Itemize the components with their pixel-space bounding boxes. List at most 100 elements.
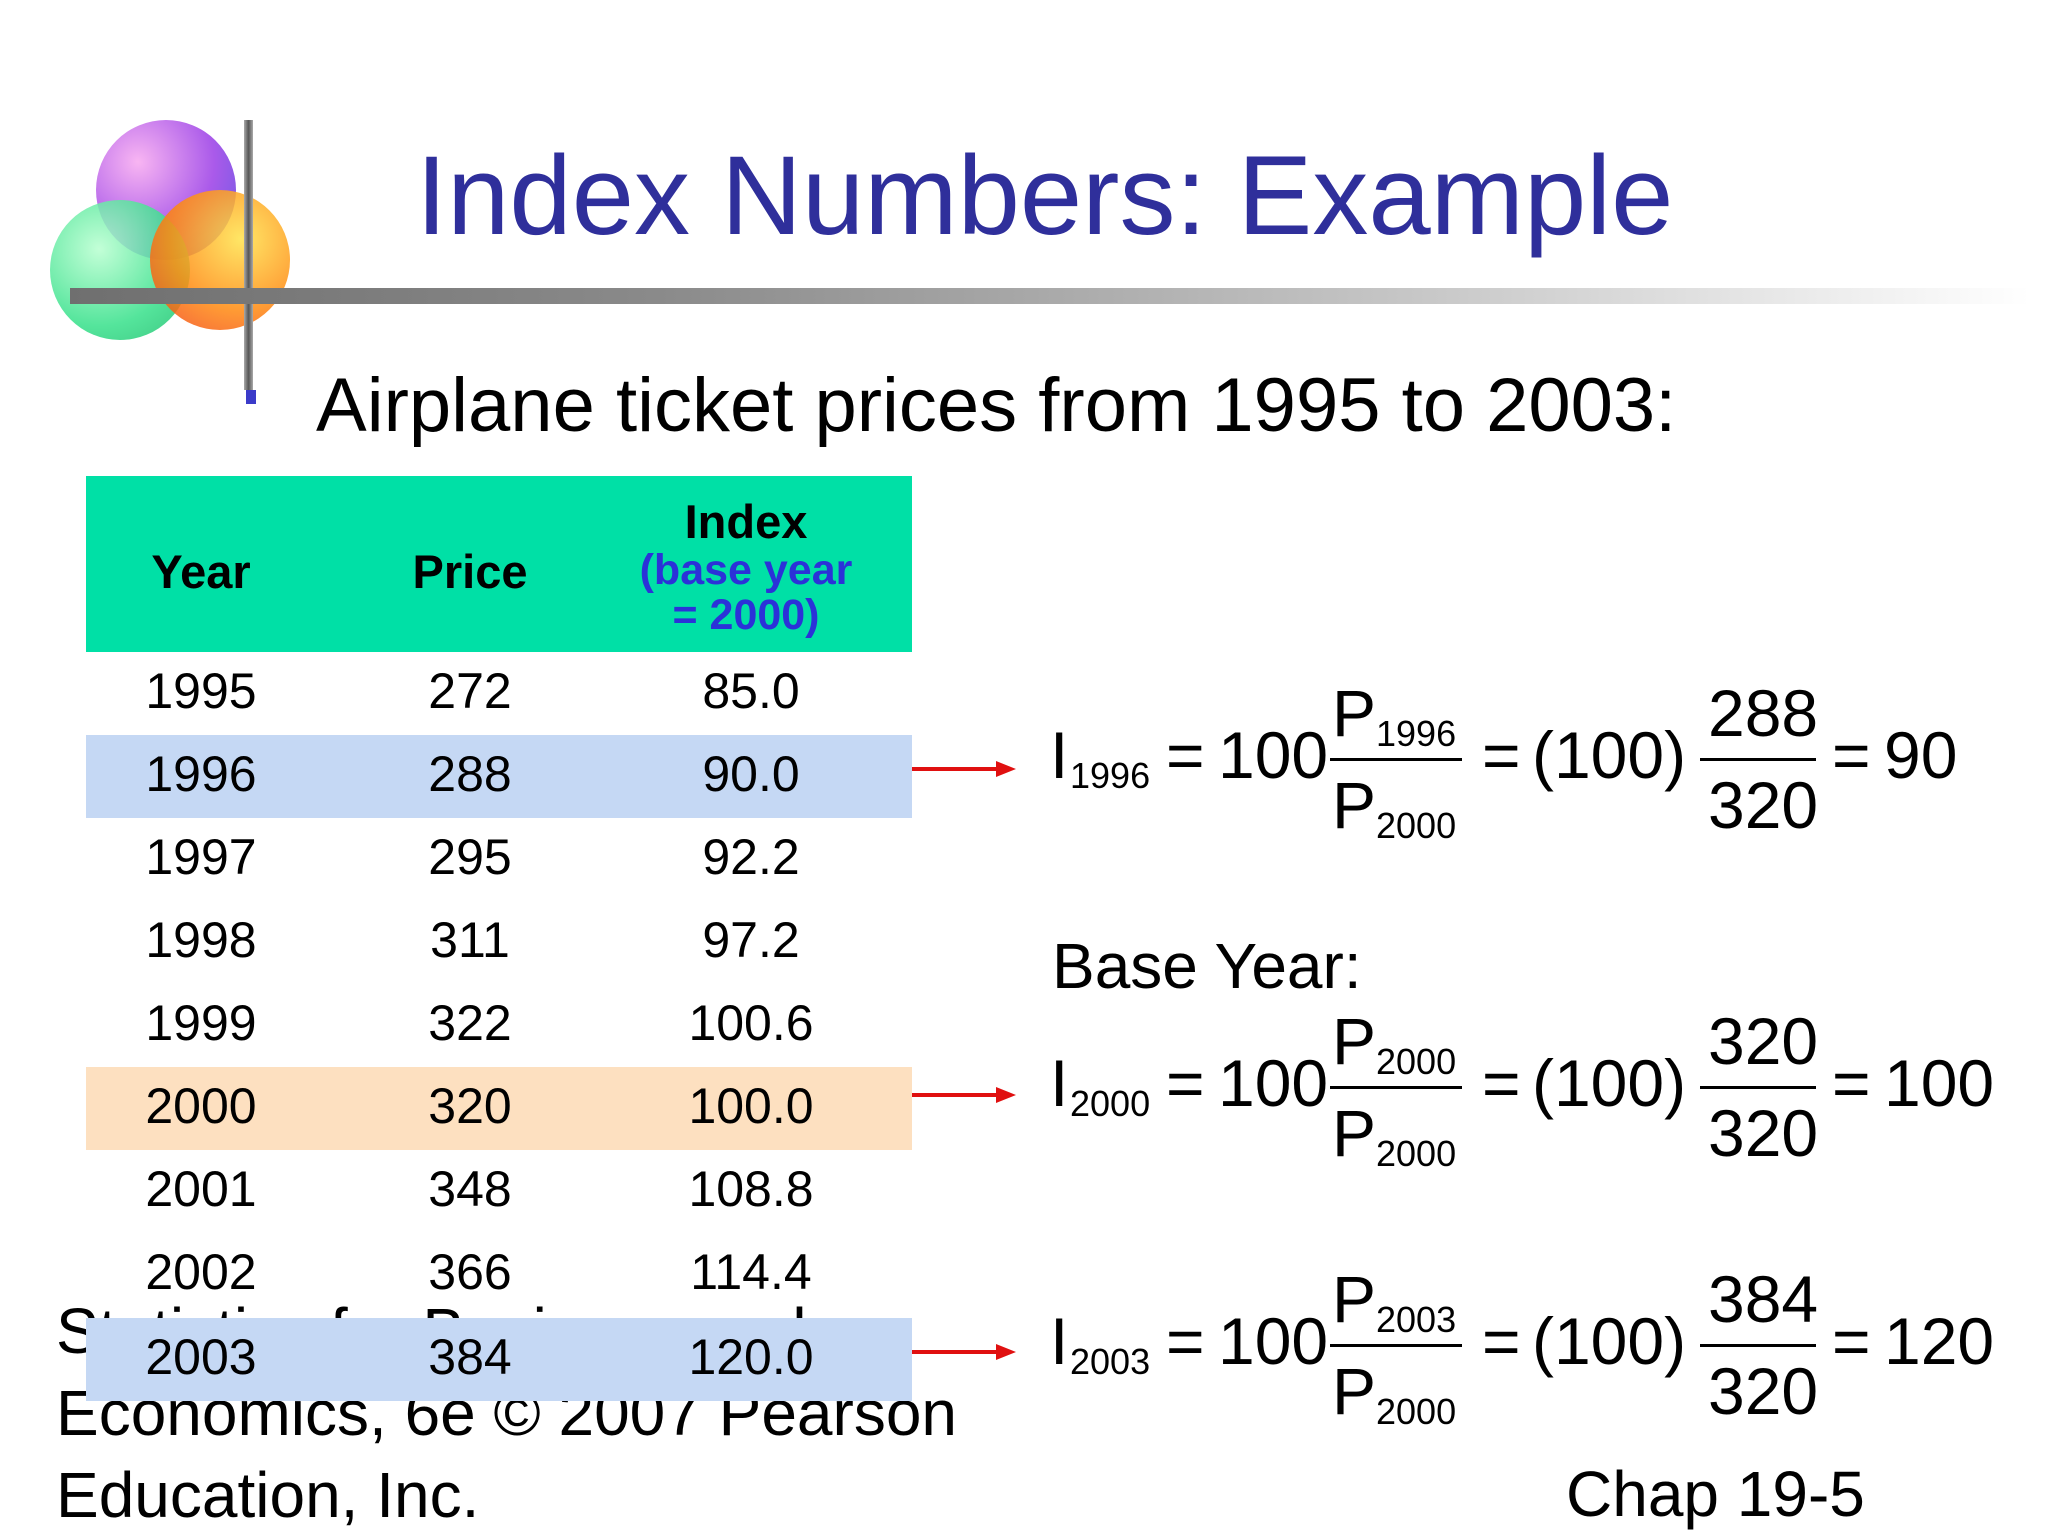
header-index-note: (base year xyxy=(639,546,853,594)
formula-p-denominator-subscript: 2000 xyxy=(1376,1391,1457,1432)
formula-denominator: 320 xyxy=(1708,768,1819,842)
fraction-bar xyxy=(1330,758,1462,761)
formula-p-denominator-subscript: 2000 xyxy=(1376,1133,1457,1174)
formula-1996: I 1996 = 100 P 1996 P 2000 = (100) 288 3… xyxy=(1050,680,2010,850)
formula-equals: = xyxy=(1832,1046,1871,1120)
formula-hundred: 100 xyxy=(1218,1304,1329,1378)
cell-price: 322 xyxy=(428,995,512,1051)
footer-line-3: Education, Inc. xyxy=(56,1459,480,1531)
formula-result: 100 xyxy=(1884,1046,1995,1120)
arrow-right-icon xyxy=(912,1087,1016,1103)
formula-equals: = xyxy=(1166,1304,1205,1378)
arrow-right-icon xyxy=(912,1344,1016,1360)
fraction-bar xyxy=(1700,758,1816,761)
cell-index: 114.4 xyxy=(690,1244,812,1300)
formula-p-numerator: P xyxy=(1332,1262,1377,1336)
formula-equals: = xyxy=(1482,1304,1521,1378)
table-row: 2003 384 120.0 xyxy=(86,1318,912,1401)
cell-price: 384 xyxy=(428,1329,512,1385)
formula-paren-hundred: (100) xyxy=(1532,718,1687,792)
bullet-icon xyxy=(246,390,256,404)
table-row: 1998 311 97.2 xyxy=(86,901,912,984)
formula-equals: = xyxy=(1166,718,1205,792)
formula-paren-hundred: (100) xyxy=(1532,1304,1687,1378)
formula-p-denominator-subscript: 2000 xyxy=(1376,805,1457,846)
fraction-bar xyxy=(1700,1344,1816,1347)
fraction-bar xyxy=(1330,1086,1462,1089)
formula-equals: = xyxy=(1482,1046,1521,1120)
cell-index: 120.0 xyxy=(688,1329,814,1385)
fraction-bar xyxy=(1330,1344,1462,1347)
table-row: 1999 322 100.6 xyxy=(86,984,912,1067)
formula-equals: = xyxy=(1482,718,1521,792)
formula-hundred: 100 xyxy=(1218,1046,1329,1120)
formula-index-subscript: 2003 xyxy=(1070,1341,1151,1382)
formula-result: 120 xyxy=(1884,1304,1995,1378)
formula-p-denominator: P xyxy=(1332,768,1377,842)
formula-2000: I 2000 = 100 P 2000 P 2000 = (100) 320 3… xyxy=(1050,1008,2010,1178)
formula-index-symbol: I xyxy=(1050,718,1069,792)
cell-year: 1999 xyxy=(145,995,257,1051)
cell-price: 272 xyxy=(428,663,512,719)
cell-index: 92.2 xyxy=(702,829,800,885)
cell-price: 311 xyxy=(430,912,510,968)
table-row-base-year: 2000 320 100.0 xyxy=(86,1067,912,1150)
header-price: Price xyxy=(412,545,528,598)
chapter-label: Chap 19-5 xyxy=(1566,1458,1865,1530)
cell-year: 2000 xyxy=(145,1078,257,1134)
formula-paren-hundred: (100) xyxy=(1532,1046,1687,1120)
formula-numerator: 384 xyxy=(1708,1262,1819,1336)
formula-2003: I 2003 = 100 P 2003 P 2000 = (100) 384 3… xyxy=(1050,1266,2010,1436)
cell-price: 348 xyxy=(428,1161,512,1217)
formula-numerator: 320 xyxy=(1708,1004,1819,1078)
cell-price: 295 xyxy=(428,829,512,885)
header-year: Year xyxy=(151,545,251,598)
cell-price: 320 xyxy=(428,1078,512,1134)
table-header: Year Price Index (base year = 2000) xyxy=(86,476,912,652)
table-row: 1996 288 90.0 xyxy=(86,735,912,818)
formula-p-numerator-subscript: 2000 xyxy=(1376,1041,1457,1082)
formula-result: 90 xyxy=(1884,718,1958,792)
formula-numerator: 288 xyxy=(1708,676,1819,750)
formula-equals: = xyxy=(1832,1304,1871,1378)
formula-p-numerator: P xyxy=(1332,1004,1377,1078)
table-row: 2001 348 108.8 xyxy=(86,1150,912,1233)
logo-ball-orange xyxy=(150,190,290,330)
cell-year: 2003 xyxy=(145,1329,257,1385)
fraction-bar xyxy=(1700,1086,1816,1089)
cell-year: 1995 xyxy=(145,663,257,719)
formula-index-symbol: I xyxy=(1050,1304,1069,1378)
formula-equals: = xyxy=(1166,1046,1205,1120)
base-year-label: Base Year: xyxy=(1052,930,1362,1002)
formula-p-numerator-subscript: 2003 xyxy=(1376,1299,1457,1340)
cell-year: 1997 xyxy=(145,829,257,885)
formula-p-denominator: P xyxy=(1332,1096,1377,1170)
header-index-note-2: = 2000) xyxy=(672,591,820,639)
cell-price: 366 xyxy=(428,1244,512,1300)
cell-index: 100.0 xyxy=(688,1078,814,1134)
cell-index: 90.0 xyxy=(702,746,800,802)
cell-year: 1998 xyxy=(145,912,257,968)
formula-denominator: 320 xyxy=(1708,1354,1819,1428)
table-row: 1997 295 92.2 xyxy=(86,818,912,901)
formula-p-denominator: P xyxy=(1332,1354,1377,1428)
formula-index-subscript: 1996 xyxy=(1070,755,1151,796)
formula-p-numerator: P xyxy=(1332,676,1377,750)
cell-index: 100.6 xyxy=(688,995,814,1051)
logo xyxy=(40,110,300,370)
formula-index-subscript: 2000 xyxy=(1070,1083,1151,1124)
formula-hundred: 100 xyxy=(1218,718,1329,792)
cell-year: 2002 xyxy=(145,1244,257,1300)
slide-subtitle: Airplane ticket prices from 1995 to 2003… xyxy=(316,363,1677,448)
formula-index-symbol: I xyxy=(1050,1046,1069,1120)
cell-index: 108.8 xyxy=(688,1161,814,1217)
slide-title: Index Numbers: Example xyxy=(416,133,1674,258)
price-index-table: Year Price Index (base year = 2000) 1995… xyxy=(86,476,912,1316)
formula-equals: = xyxy=(1832,718,1871,792)
formula-denominator: 320 xyxy=(1708,1096,1819,1170)
cell-year: 1996 xyxy=(145,746,257,802)
arrow-right-icon xyxy=(912,761,1016,777)
cell-index: 85.0 xyxy=(702,663,800,719)
header-index-label: Index xyxy=(684,495,808,548)
formula-p-numerator-subscript: 1996 xyxy=(1376,713,1457,754)
